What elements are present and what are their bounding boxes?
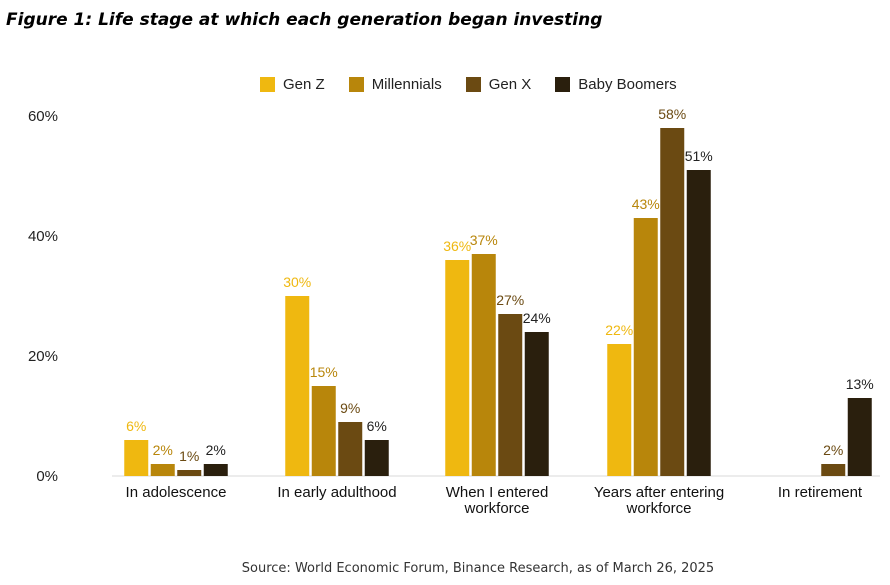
legend-swatch-millennials — [348, 77, 364, 92]
x-tick-label: In early adulthood — [277, 484, 396, 501]
bar-gen-x — [660, 128, 685, 476]
data-label-baby-boomers: 2% — [206, 442, 226, 458]
bar-gen-z — [124, 440, 149, 476]
data-label-gen-x: 1% — [179, 448, 199, 464]
bar-baby-boomers — [364, 440, 389, 476]
y-tick-label: 40% — [28, 228, 58, 245]
chart-title: Figure 1: Life stage at which each gener… — [6, 10, 603, 30]
bar-gen-z — [445, 260, 470, 476]
legend-item-baby-boomers: Baby Boomers — [555, 76, 677, 93]
data-label-gen-z: 22% — [605, 322, 633, 338]
data-label-gen-x: 2% — [823, 442, 843, 458]
bar-millennials — [471, 254, 496, 476]
legend-label-baby-boomers: Baby Boomers — [578, 76, 677, 93]
data-label-baby-boomers: 51% — [685, 148, 713, 164]
legend-swatch-gen-z — [260, 77, 275, 92]
data-label-baby-boomers: 13% — [846, 376, 874, 392]
y-tick-label: 20% — [28, 348, 58, 365]
bar-baby-boomers — [524, 332, 549, 476]
x-tick-label: workforce — [625, 500, 691, 517]
bar-baby-boomers — [847, 398, 872, 476]
x-tick-label: When I entered — [446, 484, 549, 501]
bar-gen-x — [177, 470, 202, 476]
bar-millennials — [633, 218, 658, 476]
data-label-baby-boomers: 6% — [367, 418, 387, 434]
legend-label-millennials: Millennials — [371, 76, 442, 93]
legend-label-gen-x: Gen X — [488, 76, 532, 93]
bar-baby-boomers — [686, 170, 711, 476]
x-tick-label: In adolescence — [126, 484, 227, 501]
bar-gen-x — [498, 314, 523, 476]
bar-millennials — [311, 386, 336, 476]
data-label-gen-z: 30% — [283, 274, 311, 290]
data-label-gen-x: 27% — [496, 292, 524, 308]
chart-legend: Gen Z Millennials Gen X Baby Boomers — [260, 76, 677, 93]
data-label-millennials: 37% — [470, 232, 498, 248]
x-tick-label: In retirement — [778, 484, 863, 501]
y-tick-label: 0% — [36, 468, 58, 485]
data-label-millennials: 2% — [153, 442, 173, 458]
data-label-millennials: 15% — [310, 364, 338, 380]
legend-swatch-baby-boomers — [555, 77, 571, 92]
legend-label-gen-z: Gen Z — [283, 76, 325, 93]
data-label-millennials: 43% — [632, 196, 660, 212]
bar-baby-boomers — [203, 464, 228, 476]
bar-gen-x — [338, 422, 363, 476]
x-tick-label: Years after entering — [594, 484, 724, 501]
bar-gen-x — [821, 464, 846, 476]
legend-swatch-gen-x — [465, 77, 481, 92]
data-label-gen-z: 6% — [126, 418, 146, 434]
bar-millennials — [150, 464, 175, 476]
legend-item-gen-x: Gen X — [465, 76, 532, 93]
data-label-gen-z: 36% — [443, 238, 471, 254]
legend-item-millennials: Millennials — [348, 76, 442, 93]
data-label-gen-x: 58% — [658, 106, 686, 122]
legend-item-gen-z: Gen Z — [260, 76, 325, 93]
bar-gen-z — [607, 344, 632, 476]
data-label-baby-boomers: 24% — [523, 310, 551, 326]
x-tick-label: workforce — [463, 500, 529, 517]
data-label-gen-x: 9% — [340, 400, 360, 416]
bar-gen-z — [285, 296, 310, 476]
source-note: Source: World Economic Forum, Binance Re… — [241, 561, 715, 576]
y-tick-label: 60% — [28, 108, 58, 125]
